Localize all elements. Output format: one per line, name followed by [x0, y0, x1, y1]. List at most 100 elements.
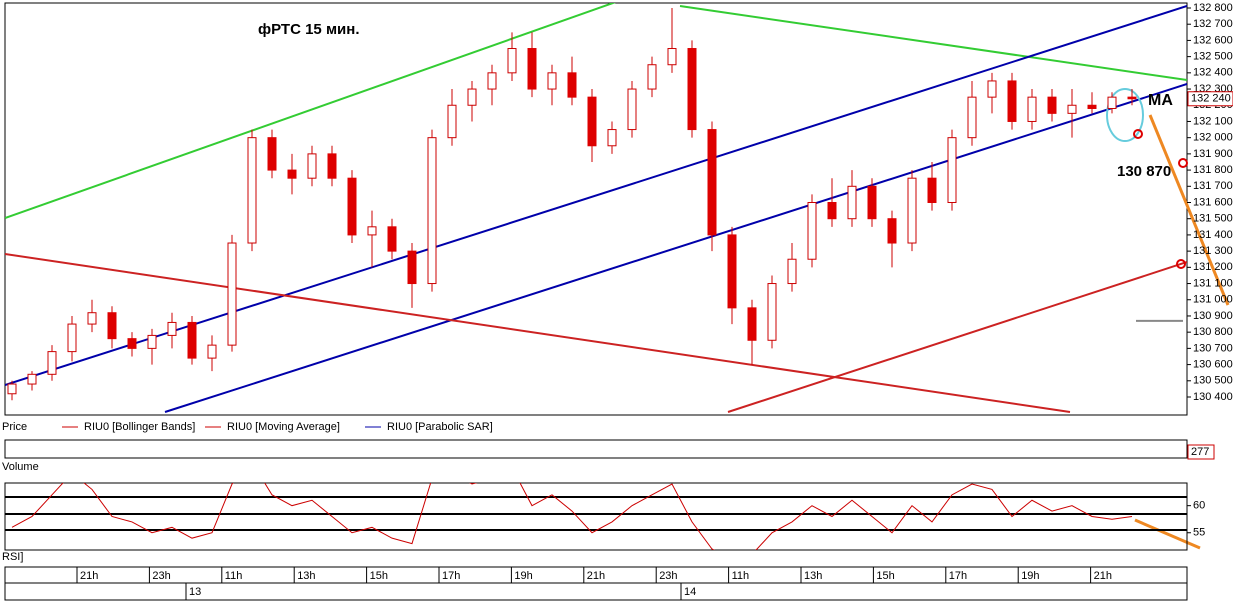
time-label: 17h	[949, 570, 967, 582]
last-price-label: 132 240	[1191, 93, 1231, 105]
y-tick-label: 130 600	[1193, 358, 1233, 370]
y-tick-label: 131 800	[1193, 164, 1233, 176]
candle-body	[1087, 104, 1097, 109]
date-label: 13	[189, 586, 201, 598]
rsi-label: RSI]	[2, 551, 23, 563]
y-tick-label: 131 200	[1193, 261, 1233, 273]
candle-body	[607, 129, 617, 147]
candle-body	[347, 177, 357, 236]
candle-body	[747, 307, 757, 341]
y-tick-label: 131 100	[1193, 277, 1233, 289]
red-trend	[5, 253, 1071, 413]
rsi-tick-label: 55	[1193, 527, 1205, 539]
y-tick-label: 132 400	[1193, 67, 1233, 79]
legend-entry: RIU0 [Parabolic SAR]	[387, 421, 493, 433]
candle-body	[167, 321, 177, 336]
candle-body	[647, 64, 657, 90]
time-label: 21h	[80, 570, 98, 582]
y-tick-label: 131 500	[1193, 213, 1233, 225]
volume-panel	[4, 439, 1188, 459]
date-label: 14	[684, 586, 696, 598]
candle-body	[87, 312, 97, 325]
candle-body	[807, 202, 817, 260]
time-label: 11h	[732, 570, 750, 582]
candle-body	[127, 338, 137, 349]
candle-body	[427, 137, 437, 285]
candle-body	[927, 177, 937, 203]
candle-body	[1127, 96, 1137, 100]
candle-body	[307, 153, 317, 179]
marker	[1178, 158, 1188, 168]
trend-lines	[5, 3, 1187, 413]
y-tick-label: 132 500	[1193, 51, 1233, 63]
candle-body	[1027, 96, 1037, 122]
candle-body	[327, 153, 337, 179]
arrow	[1148, 114, 1230, 306]
candle-body	[567, 72, 577, 98]
arrow	[1134, 518, 1201, 550]
legend-entry: RIU0 [Bollinger Bands]	[84, 421, 195, 433]
candle-body	[627, 88, 637, 131]
y-tick-label: 130 900	[1193, 310, 1233, 322]
candle-body	[227, 242, 237, 346]
candle-body	[847, 185, 857, 220]
time-label: 19h	[514, 570, 532, 582]
time-label: 15h	[370, 570, 388, 582]
time-label: 23h	[659, 570, 677, 582]
candle-body	[1047, 96, 1057, 114]
candle-body	[727, 234, 737, 309]
candle-body	[1067, 104, 1077, 114]
y-tick-label: 131 400	[1193, 229, 1233, 241]
legend: Price RIU0 [Bollinger Bands] RIU0 [Moving …	[2, 421, 493, 433]
volume-box	[1187, 444, 1215, 460]
y-tick-label: 130 400	[1193, 391, 1233, 403]
rsi-panel	[4, 482, 1188, 551]
last-price-box	[1187, 91, 1233, 107]
y-tick-label: 131 000	[1193, 294, 1233, 306]
candle-body	[987, 80, 997, 98]
time-label: 13h	[297, 570, 315, 582]
candles	[7, 8, 1137, 401]
volume-value: 277	[1191, 446, 1209, 458]
y-tick-label: 132 700	[1193, 18, 1233, 30]
candle-body	[827, 202, 837, 220]
candle-body	[247, 137, 257, 244]
y-tick-label: 131 600	[1193, 196, 1233, 208]
candle-body	[527, 48, 537, 90]
rsi-line	[11, 483, 1133, 550]
time-label: 13h	[804, 570, 822, 582]
candle-body	[107, 312, 117, 340]
candle-body	[967, 96, 977, 139]
time-label: 15h	[876, 570, 894, 582]
candle-body	[1007, 80, 1017, 122]
y-tick-label: 132 100	[1193, 115, 1233, 127]
level-label: 130 870	[1117, 163, 1171, 180]
candle-body	[1107, 96, 1117, 109]
candle-body	[207, 344, 217, 359]
candle-body	[447, 104, 457, 139]
date-axis	[4, 582, 1188, 601]
y-tick-label: 131 300	[1193, 245, 1233, 257]
chart-title: фРТС 15 мин.	[258, 21, 360, 38]
blue-trend	[5, 5, 1187, 386]
y-tick-label: 130 500	[1193, 375, 1233, 387]
candle-body	[487, 72, 497, 90]
candle-body	[27, 373, 37, 385]
candle-body	[367, 226, 377, 236]
price-panel	[4, 2, 1188, 416]
marker	[1176, 259, 1186, 269]
annotation: MA	[1148, 92, 1173, 109]
blue-trend	[164, 83, 1187, 413]
candle-body	[287, 169, 297, 179]
time-label: 19h	[1021, 570, 1039, 582]
red-trend	[727, 261, 1187, 413]
candle-body	[47, 351, 57, 375]
candle-body	[387, 226, 397, 252]
candle-body	[887, 218, 897, 244]
candle-body	[467, 88, 477, 106]
time-label: 21h	[587, 570, 605, 582]
candle-body	[587, 96, 597, 147]
time-label: 17h	[442, 570, 460, 582]
candle-body	[947, 137, 957, 204]
